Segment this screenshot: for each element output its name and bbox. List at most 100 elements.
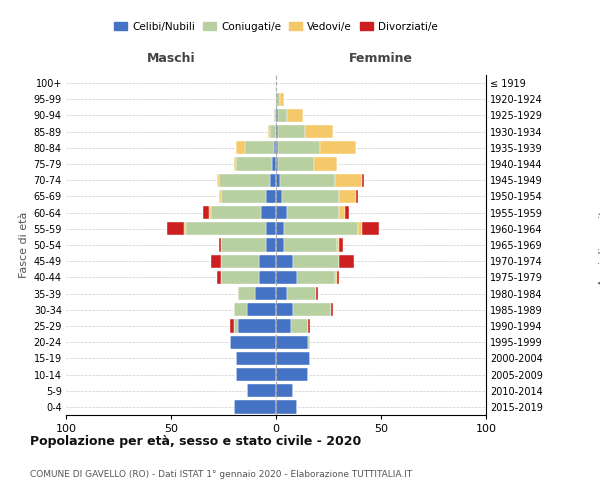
Bar xyxy=(265,238,276,252)
Bar xyxy=(362,174,364,187)
Y-axis label: Fasce di età: Fasce di età xyxy=(19,212,29,278)
Bar xyxy=(314,158,337,170)
Text: COMUNE DI GAVELLO (RO) - Dati ISTAT 1° gennaio 2020 - Elaborazione TUTTITALIA.IT: COMUNE DI GAVELLO (RO) - Dati ISTAT 1° g… xyxy=(30,470,412,479)
Bar xyxy=(276,270,297,284)
Bar xyxy=(276,158,278,170)
Bar xyxy=(276,206,287,220)
Bar xyxy=(276,368,308,381)
Bar xyxy=(339,238,343,252)
Bar xyxy=(337,238,339,252)
Bar xyxy=(276,320,290,332)
Bar xyxy=(221,190,265,203)
Text: Maschi: Maschi xyxy=(146,52,196,66)
Bar xyxy=(221,238,265,252)
Bar xyxy=(221,270,259,284)
Bar xyxy=(221,254,259,268)
Bar xyxy=(234,320,238,332)
Bar xyxy=(287,206,339,220)
Bar xyxy=(209,206,211,220)
Bar xyxy=(335,270,337,284)
Bar xyxy=(236,368,276,381)
Bar xyxy=(331,303,333,316)
Bar xyxy=(320,141,356,154)
Bar xyxy=(220,174,270,187)
Bar xyxy=(276,222,284,235)
Bar xyxy=(283,190,339,203)
Bar xyxy=(245,141,274,154)
Bar xyxy=(276,141,278,154)
Bar xyxy=(276,92,280,106)
Bar xyxy=(236,141,245,154)
Bar xyxy=(247,384,276,398)
Bar xyxy=(280,92,284,106)
Bar xyxy=(339,206,346,220)
Bar xyxy=(308,320,310,332)
Bar xyxy=(236,158,272,170)
Bar xyxy=(230,320,234,332)
Bar xyxy=(234,400,276,413)
Bar xyxy=(293,303,331,316)
Bar xyxy=(184,222,186,235)
Bar xyxy=(265,222,276,235)
Bar xyxy=(262,206,276,220)
Bar xyxy=(287,287,316,300)
Text: Popolazione per età, sesso e stato civile - 2020: Popolazione per età, sesso e stato civil… xyxy=(30,435,361,448)
Bar xyxy=(276,287,287,300)
Bar xyxy=(284,222,358,235)
Bar xyxy=(297,270,335,284)
Bar xyxy=(278,158,314,170)
Bar xyxy=(255,287,276,300)
Bar xyxy=(167,222,184,235)
Bar xyxy=(217,270,221,284)
Bar xyxy=(293,254,339,268)
Bar xyxy=(247,303,276,316)
Bar xyxy=(270,174,276,187)
Bar xyxy=(276,190,283,203)
Bar xyxy=(337,270,339,284)
Bar xyxy=(186,222,265,235)
Bar xyxy=(290,320,308,332)
Bar xyxy=(234,303,247,316)
Bar xyxy=(220,238,221,252)
Bar xyxy=(308,336,310,349)
Bar xyxy=(274,109,276,122)
Bar xyxy=(265,190,276,203)
Bar xyxy=(220,190,221,203)
Bar xyxy=(276,174,280,187)
Text: Femmine: Femmine xyxy=(349,52,413,66)
Bar xyxy=(276,125,278,138)
Bar xyxy=(356,190,358,203)
Y-axis label: Anni di nascita: Anni di nascita xyxy=(599,204,600,286)
Bar xyxy=(358,222,362,235)
Bar xyxy=(230,336,276,349)
Bar xyxy=(278,109,287,122)
Bar xyxy=(259,270,276,284)
Bar xyxy=(287,109,304,122)
Bar xyxy=(335,174,362,187)
Bar xyxy=(259,254,276,268)
Bar xyxy=(280,174,335,187)
Bar xyxy=(234,158,236,170)
Bar xyxy=(270,125,276,138)
Bar xyxy=(276,238,284,252)
Bar xyxy=(276,352,310,365)
Bar xyxy=(362,222,379,235)
Bar xyxy=(274,141,276,154)
Bar xyxy=(346,206,349,220)
Bar xyxy=(276,109,278,122)
Bar xyxy=(339,254,354,268)
Bar xyxy=(278,125,305,138)
Bar xyxy=(276,303,293,316)
Bar xyxy=(203,206,209,220)
Bar xyxy=(278,141,320,154)
Bar xyxy=(217,174,220,187)
Bar xyxy=(236,352,276,365)
Bar xyxy=(272,158,276,170)
Bar xyxy=(276,254,293,268)
Bar xyxy=(305,125,332,138)
Bar xyxy=(316,287,318,300)
Bar xyxy=(276,384,293,398)
Bar xyxy=(211,254,221,268)
Bar xyxy=(276,400,297,413)
Legend: Celibi/Nubili, Coniugati/e, Vedovi/e, Divorziati/e: Celibi/Nubili, Coniugati/e, Vedovi/e, Di… xyxy=(110,18,442,36)
